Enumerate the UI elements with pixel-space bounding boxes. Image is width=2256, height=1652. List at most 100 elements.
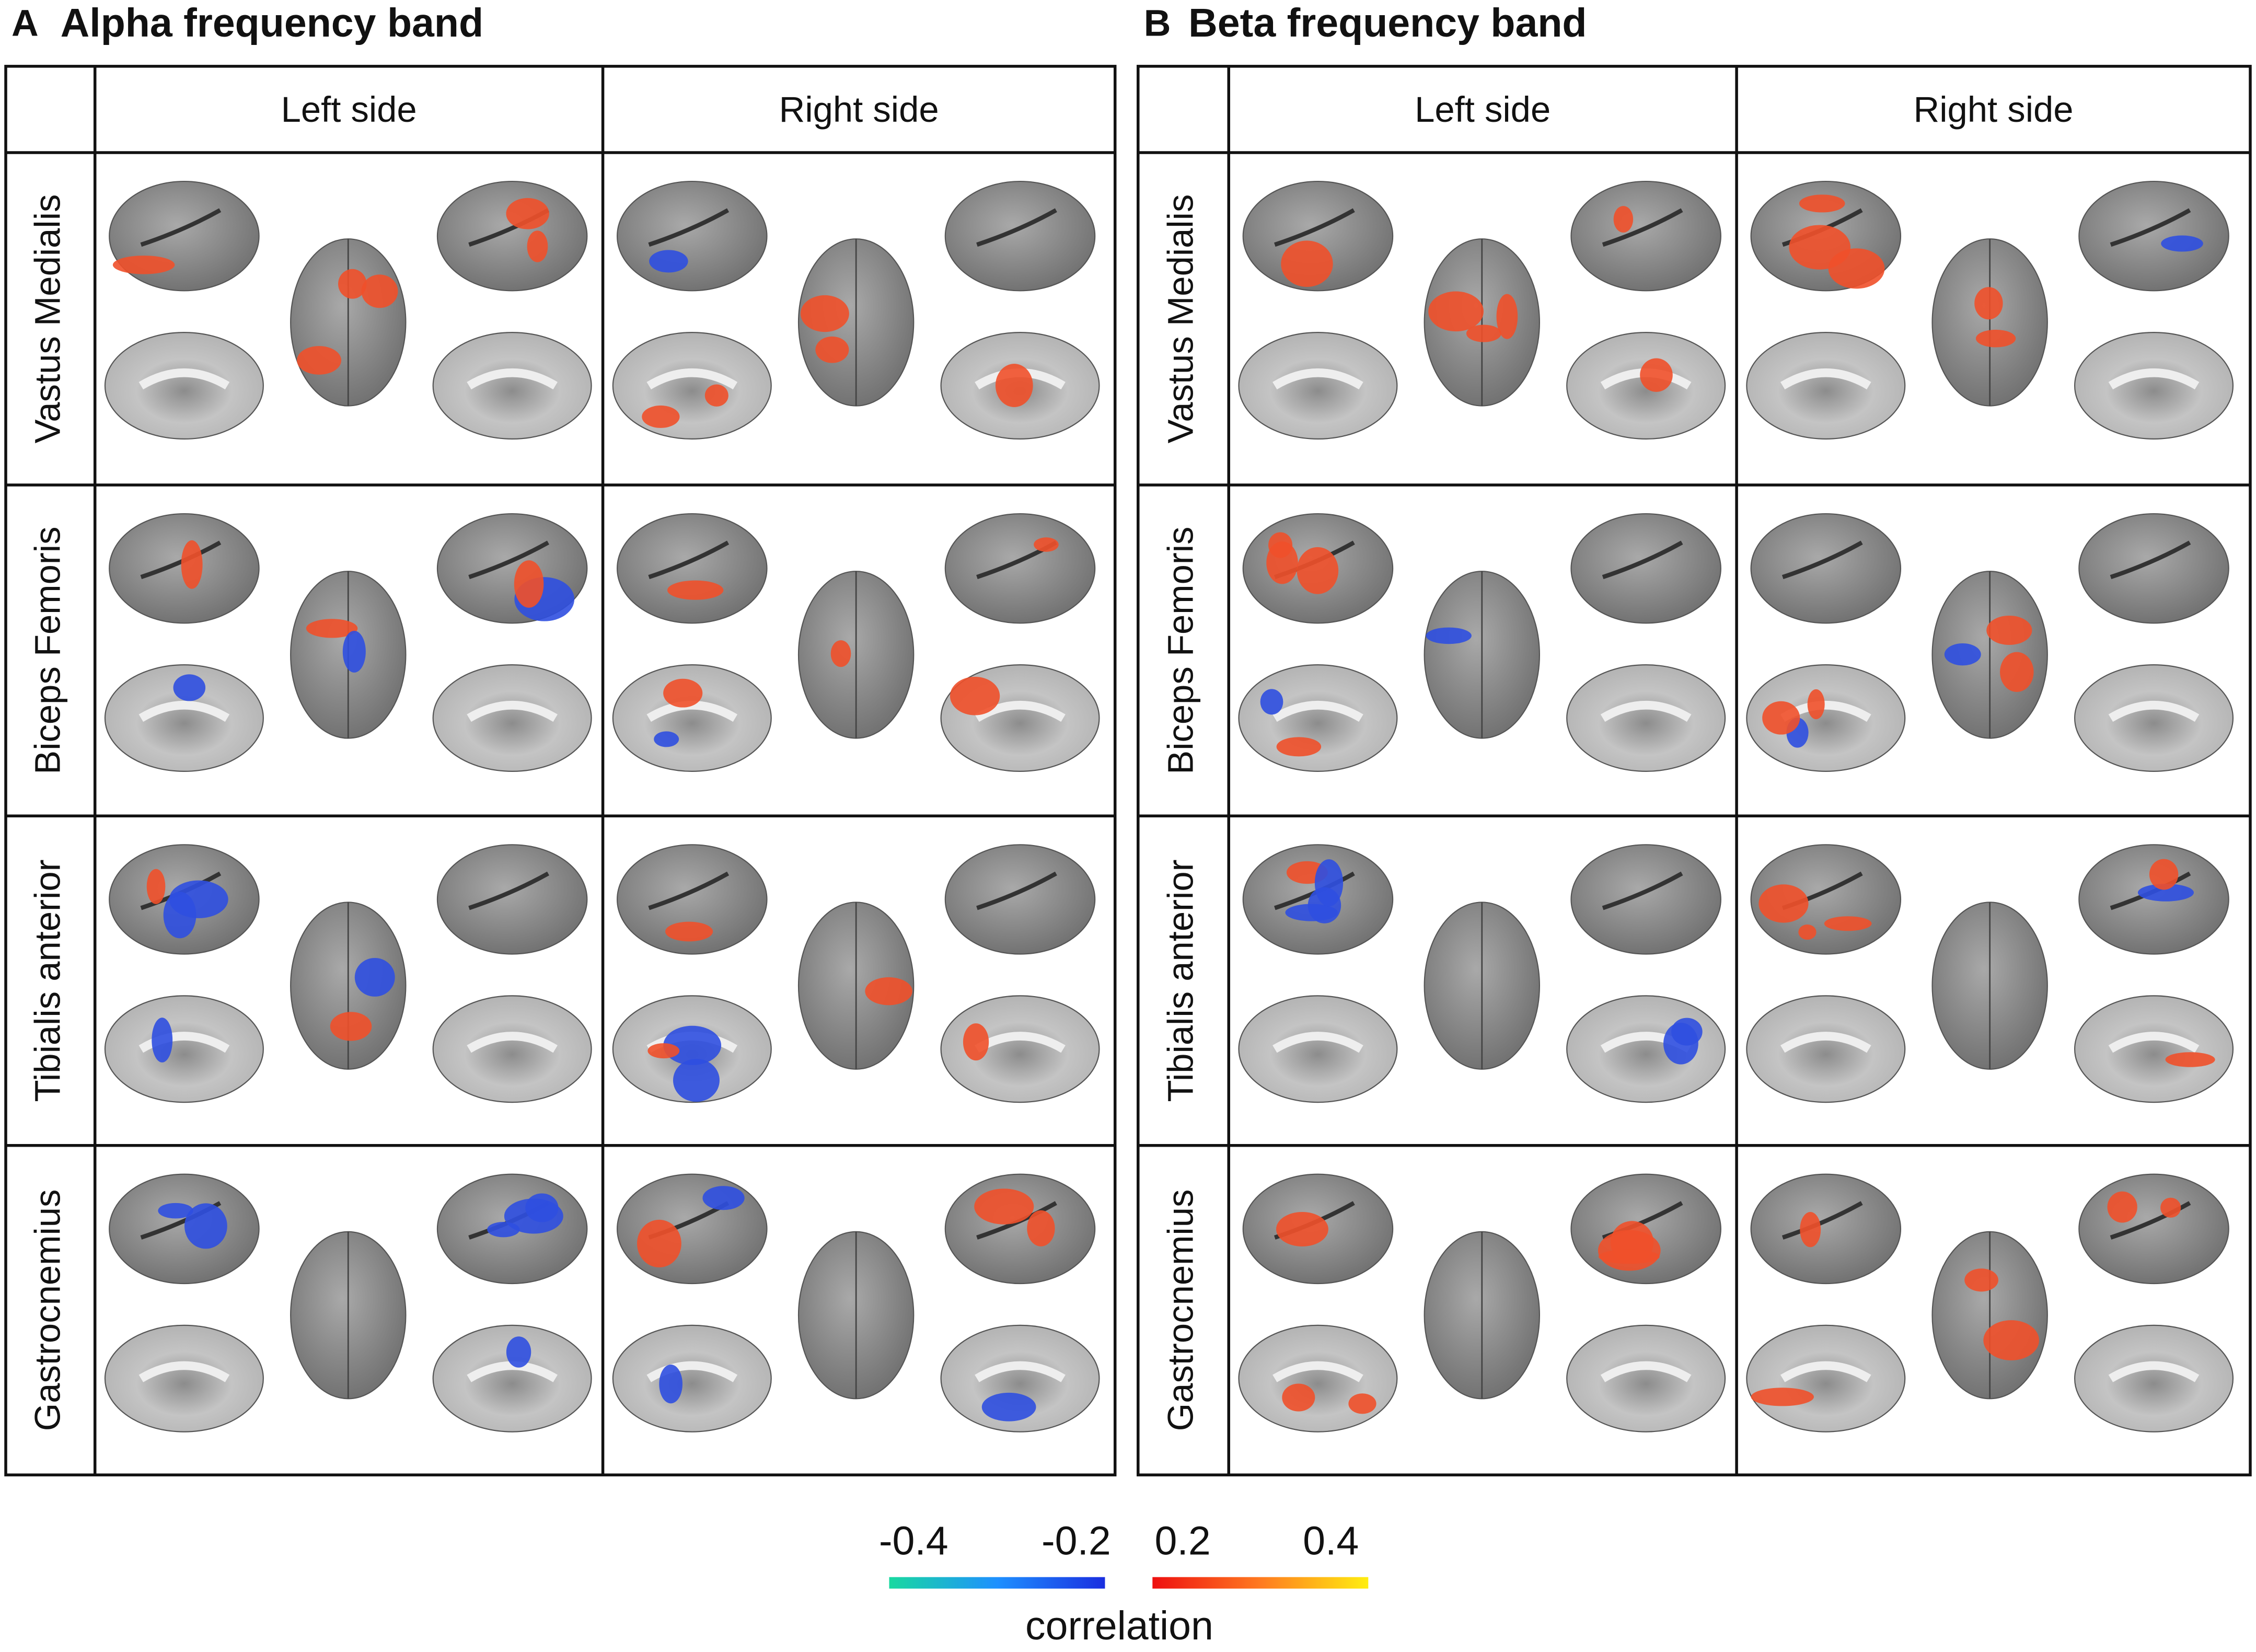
brain <box>109 1173 260 1285</box>
brain <box>1238 332 1398 440</box>
callosum <box>2108 368 2200 390</box>
activation-blob <box>1824 916 1872 931</box>
callosum <box>2108 1361 2200 1382</box>
brain <box>617 180 768 292</box>
brain <box>1238 664 1398 772</box>
activation-blob <box>1807 689 1825 720</box>
sulcus <box>1781 1201 1863 1240</box>
sulcus <box>1781 540 1863 580</box>
callosum <box>1780 1361 1871 1382</box>
activation-blob <box>637 1219 681 1268</box>
activation-blob <box>659 1364 682 1404</box>
brain <box>1238 995 1398 1103</box>
brain <box>1746 332 1906 440</box>
brain-views <box>104 1173 592 1432</box>
panel-label: A <box>11 3 39 44</box>
brain <box>104 664 264 772</box>
activation-blob <box>487 1221 520 1238</box>
activation-blob <box>1281 240 1333 287</box>
brain-views <box>104 844 592 1103</box>
callosum <box>467 1361 558 1382</box>
brain-views <box>1238 1173 1726 1432</box>
activation-blob <box>152 1018 173 1062</box>
brain <box>2078 180 2229 292</box>
activation-blob <box>330 1012 372 1041</box>
callosum <box>138 1361 230 1382</box>
activation-blob <box>112 256 175 274</box>
activation-blob <box>1428 291 1484 332</box>
activation-blob <box>1266 541 1298 584</box>
sulcus <box>1602 871 1683 910</box>
brain <box>104 995 264 1103</box>
brain <box>612 664 772 772</box>
colorbar-label: correlation <box>1025 1603 1213 1648</box>
row-label: Biceps Femoris <box>1161 527 1201 775</box>
row-label: Vastus Medialis <box>1161 194 1201 444</box>
activation-blob <box>1348 1393 1376 1414</box>
brain <box>617 513 768 624</box>
activation-blob <box>1944 643 1981 666</box>
colorbar-tick-label: -0.4 <box>879 1519 948 1564</box>
activation-blob <box>673 1058 720 1102</box>
activation-blob <box>184 1203 227 1249</box>
callosum <box>646 1361 738 1382</box>
brain-views <box>104 180 592 440</box>
row-label: Vastus Medialis <box>28 194 68 444</box>
activation-blob <box>354 957 395 997</box>
callosum <box>975 1361 1066 1382</box>
sulcus <box>1602 208 1683 247</box>
activation-blob <box>1276 1212 1328 1247</box>
callosum <box>1780 1032 1871 1053</box>
activation-blob <box>506 1336 531 1368</box>
row-label: Tibialis anterior <box>28 859 68 1102</box>
activation-blob <box>1297 547 1339 594</box>
colorbar-tick-label: -0.2 <box>1042 1519 1111 1564</box>
callosum <box>1272 1361 1363 1382</box>
brain <box>1566 664 1726 772</box>
column-header: Right side <box>1914 89 2074 130</box>
activation-blob <box>2000 652 2034 692</box>
brain <box>1242 180 1394 292</box>
activation-blob <box>1975 329 2016 348</box>
brain <box>432 1324 592 1432</box>
activation-blob <box>1610 1221 1654 1264</box>
sulcus <box>976 871 1057 910</box>
activation-blob <box>1762 701 1800 735</box>
brain-views <box>1238 513 1726 772</box>
brain <box>432 332 592 440</box>
sulcus <box>648 208 730 247</box>
brain <box>617 1173 768 1285</box>
colorbar-tick-label: 0.4 <box>1303 1519 1359 1564</box>
brain <box>1570 844 1721 955</box>
activation-blob <box>146 869 166 904</box>
brain-views <box>1746 180 2234 440</box>
activation-blob <box>963 1023 989 1061</box>
brain <box>2078 513 2229 624</box>
activation-blob <box>514 560 544 608</box>
activation-blob <box>1276 737 1322 757</box>
brain <box>436 844 588 955</box>
callosum <box>467 368 558 390</box>
brain <box>1746 1324 1906 1432</box>
table-frame <box>1137 65 2252 1476</box>
brain <box>1746 995 1906 1103</box>
callosum <box>2108 700 2200 722</box>
activation-blob <box>995 364 1033 407</box>
activation-blob <box>800 295 849 332</box>
activation-blob <box>981 1392 1036 1422</box>
activation-blob <box>1260 689 1283 715</box>
colorbar-tick-label: 0.2 <box>1155 1519 1211 1564</box>
callosum <box>1272 1032 1363 1053</box>
callosum <box>1272 368 1363 390</box>
brain-views <box>1746 513 2234 772</box>
colorbar-negative <box>889 1577 1105 1589</box>
row-label: Tibialis anterior <box>1161 859 1201 1102</box>
activation-blob <box>169 880 228 918</box>
brain <box>944 844 1096 955</box>
brain <box>617 844 768 955</box>
activation-blob <box>1282 1383 1315 1412</box>
brain <box>1570 180 1721 292</box>
callosum <box>1780 368 1871 390</box>
brain <box>2078 1173 2229 1285</box>
brain <box>612 332 772 440</box>
